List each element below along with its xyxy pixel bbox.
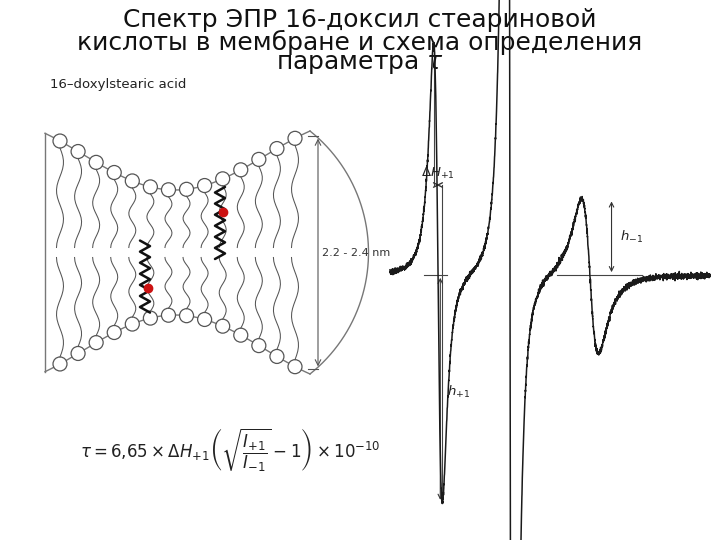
Circle shape [89, 336, 103, 349]
Text: кислоты в мембране и схема определения: кислоты в мембране и схема определения [77, 30, 643, 55]
Circle shape [71, 347, 85, 361]
Circle shape [197, 313, 212, 327]
Circle shape [161, 308, 176, 322]
Text: $h_{+1}$: $h_{+1}$ [447, 384, 470, 400]
Circle shape [53, 134, 67, 148]
Circle shape [179, 183, 194, 197]
Circle shape [288, 360, 302, 374]
Circle shape [143, 311, 158, 325]
Text: Спектр ЭПР 16-доксил стеариновой: Спектр ЭПР 16-доксил стеариновой [123, 8, 597, 32]
Circle shape [71, 145, 85, 159]
Circle shape [234, 163, 248, 177]
Text: $h_{-1}$: $h_{-1}$ [619, 229, 643, 245]
Circle shape [161, 183, 176, 197]
Circle shape [288, 131, 302, 145]
Circle shape [107, 326, 121, 340]
Text: 16–doxylstearic acid: 16–doxylstearic acid [50, 78, 186, 91]
Circle shape [270, 349, 284, 363]
Circle shape [125, 317, 139, 331]
Text: параметра $\tau$: параметра $\tau$ [276, 52, 444, 76]
Circle shape [252, 339, 266, 353]
Text: 2.2 - 2.4 nm: 2.2 - 2.4 nm [322, 247, 390, 258]
Circle shape [270, 141, 284, 156]
Text: $\Delta H_{+1}$: $\Delta H_{+1}$ [421, 166, 455, 181]
Circle shape [125, 174, 139, 188]
Circle shape [179, 309, 194, 323]
Circle shape [234, 328, 248, 342]
Circle shape [143, 180, 158, 194]
Circle shape [252, 152, 266, 166]
Circle shape [197, 179, 212, 193]
Circle shape [53, 357, 67, 371]
Text: $\tau = 6{,}65 \times \Delta H_{+1}\left(\sqrt{\dfrac{I_{+1}}{I_{-1}}} - 1\right: $\tau = 6{,}65 \times \Delta H_{+1}\left… [80, 426, 380, 474]
Circle shape [107, 165, 121, 179]
Circle shape [89, 156, 103, 170]
Circle shape [216, 172, 230, 186]
Circle shape [216, 319, 230, 333]
